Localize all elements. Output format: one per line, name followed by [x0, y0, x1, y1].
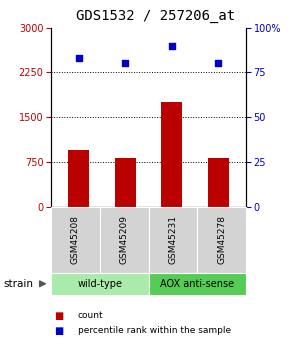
- Point: [169, 43, 174, 48]
- Text: GSM45231: GSM45231: [168, 215, 177, 264]
- Text: percentile rank within the sample: percentile rank within the sample: [78, 326, 231, 335]
- Text: ■: ■: [54, 326, 63, 336]
- Text: AOX anti-sense: AOX anti-sense: [160, 279, 234, 289]
- Point: [123, 61, 128, 66]
- Text: GDS1532 / 257206_at: GDS1532 / 257206_at: [76, 9, 236, 23]
- Point: [76, 55, 81, 61]
- Bar: [161, 102, 182, 207]
- Text: GSM45209: GSM45209: [120, 215, 129, 264]
- Text: GSM45278: GSM45278: [217, 215, 226, 264]
- Text: ■: ■: [54, 310, 63, 321]
- Bar: [115, 158, 136, 207]
- Text: strain: strain: [3, 279, 33, 289]
- Bar: [208, 158, 229, 207]
- Text: wild-type: wild-type: [77, 279, 122, 289]
- Text: GSM45208: GSM45208: [71, 215, 80, 264]
- Text: count: count: [78, 310, 103, 319]
- Point: [216, 61, 220, 66]
- Bar: [68, 150, 89, 207]
